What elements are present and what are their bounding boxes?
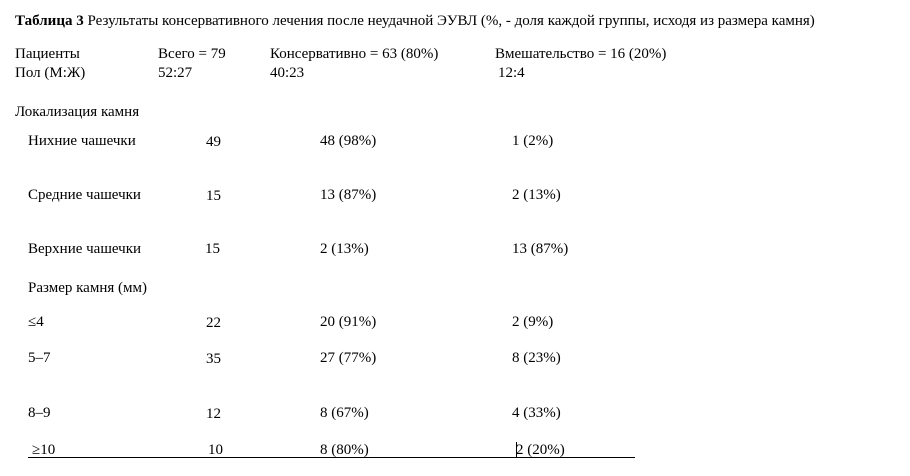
row-total: 10 xyxy=(208,442,223,458)
table-caption: Таблица 3 Результаты консервативного леч… xyxy=(15,12,815,30)
header-patients: Пациенты xyxy=(15,46,80,62)
row-total: 35 xyxy=(206,351,221,367)
row-intervention: 4 (33%) xyxy=(512,405,561,421)
row-conservative: 27 (77%) xyxy=(320,350,377,366)
row-total: 22 xyxy=(206,315,221,331)
row-conservative: 13 (87%) xyxy=(320,187,377,203)
sex-conservative: 40:23 xyxy=(270,65,305,81)
localization-heading: Локализация камня xyxy=(15,104,140,120)
row-intervention: 2 (20%) xyxy=(516,442,565,458)
row-conservative: 48 (98%) xyxy=(320,133,377,149)
table-bottom-rule xyxy=(28,457,635,458)
row-label: 8–9 xyxy=(28,405,51,421)
row-label: 5–7 xyxy=(28,350,51,366)
row-conservative: 20 (91%) xyxy=(320,314,377,330)
row-label: ≥10 xyxy=(32,442,56,458)
sex-total: 52:27 xyxy=(158,65,193,81)
row-label: Нихние чашечки xyxy=(28,133,136,149)
row-intervention: 13 (87%) xyxy=(512,241,569,257)
row-total: 15 xyxy=(205,241,220,257)
row-intervention: 8 (23%) xyxy=(512,350,561,366)
size-heading: Размер камня (мм) xyxy=(28,280,147,296)
table-caption-label: Таблица 3 xyxy=(15,13,84,29)
header-intervention: Вмешательство = 16 (20%) xyxy=(495,46,667,62)
row-total: 15 xyxy=(206,188,221,204)
row-intervention: 1 (2%) xyxy=(512,133,554,149)
text-cursor xyxy=(516,442,517,458)
row-label: Средние чашечки xyxy=(28,187,141,203)
row-conservative: 2 (13%) xyxy=(320,241,369,257)
row-label: Верхние чашечки xyxy=(28,241,142,257)
row-label: ≤4 xyxy=(28,314,44,330)
header-total: Всего = 79 xyxy=(158,46,226,62)
row-total: 12 xyxy=(206,406,221,422)
sex-label: Пол (М:Ж) xyxy=(15,65,86,81)
row-conservative: 8 (67%) xyxy=(320,405,369,421)
row-intervention: 2 (13%) xyxy=(512,187,561,203)
table-caption-text: Результаты консервативного лечения после… xyxy=(83,13,815,29)
header-conservative: Консервативно = 63 (80%) xyxy=(270,46,439,62)
row-total: 49 xyxy=(206,134,221,150)
row-intervention: 2 (9%) xyxy=(512,314,554,330)
row-conservative: 8 (80%) xyxy=(320,442,369,458)
sex-intervention: 12:4 xyxy=(498,65,525,81)
